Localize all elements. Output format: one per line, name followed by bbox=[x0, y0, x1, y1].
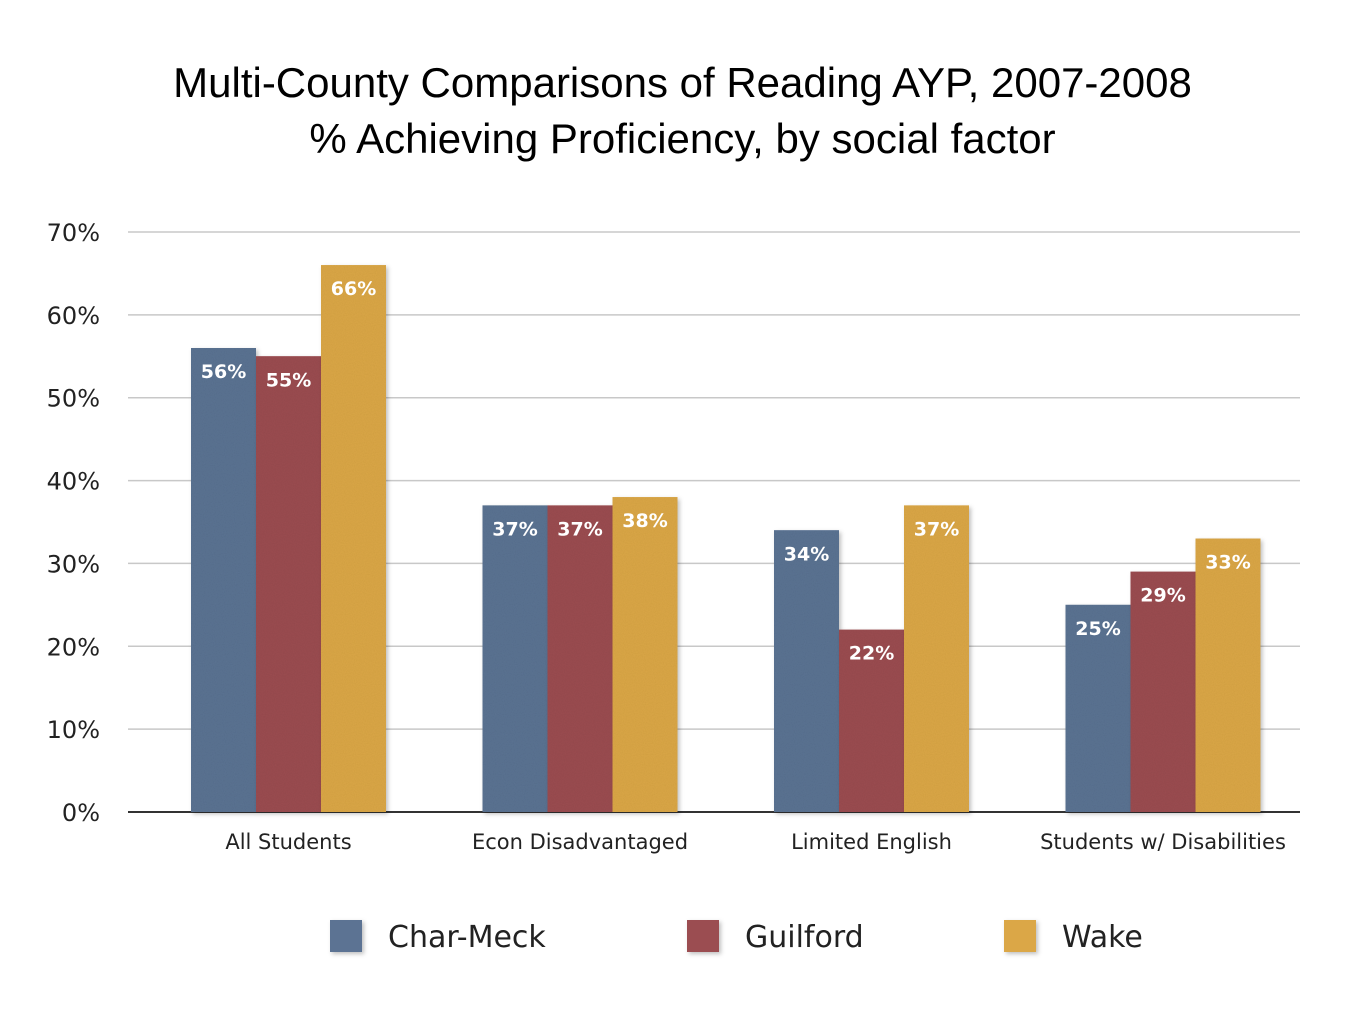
bar-texture bbox=[839, 629, 904, 812]
data-label: 55% bbox=[266, 369, 311, 391]
y-tick-label: 30% bbox=[47, 550, 100, 578]
y-tick-label: 50% bbox=[47, 385, 100, 413]
data-label: 34% bbox=[784, 543, 829, 565]
x-tick-label: All Students bbox=[225, 830, 351, 854]
bar-texture bbox=[256, 356, 321, 812]
data-label: 56% bbox=[201, 361, 246, 383]
legend-swatch bbox=[1004, 920, 1036, 952]
x-tick-label: Econ Disadvantaged bbox=[472, 830, 688, 854]
data-labels: 56% 55% 66% 37% 37% 38% 34% 22% 37% 25% 29% 33% bbox=[201, 278, 1251, 665]
x-tick-label: Limited English bbox=[791, 830, 952, 854]
y-tick-label: 60% bbox=[47, 302, 100, 330]
bar-texture bbox=[1195, 538, 1261, 812]
legend-label: Wake bbox=[1062, 920, 1143, 955]
legend-label: Char-Meck bbox=[388, 920, 546, 955]
bar-texture bbox=[774, 530, 839, 812]
data-label: 38% bbox=[622, 510, 667, 532]
y-tick-label: 70% bbox=[47, 219, 100, 247]
legend: Char-Meck Guilford Wake bbox=[330, 920, 1143, 955]
data-label: 66% bbox=[331, 278, 376, 300]
y-tick-label: 40% bbox=[47, 468, 100, 496]
bar-texture bbox=[612, 497, 678, 812]
chart-subtitle: % Achieving Proficiency, by social facto… bbox=[309, 115, 1056, 162]
x-tick-label: Students w/ Disabilities bbox=[1040, 830, 1286, 854]
y-tick-label: 20% bbox=[47, 633, 100, 661]
data-label: 22% bbox=[849, 643, 894, 665]
legend-label: Guilford bbox=[745, 920, 864, 955]
data-label: 37% bbox=[492, 518, 537, 540]
data-label: 25% bbox=[1075, 618, 1120, 640]
bar-texture bbox=[482, 505, 548, 812]
data-label: 33% bbox=[1205, 552, 1250, 574]
bar-texture bbox=[904, 505, 969, 812]
x-axis: All Students Econ Disadvantaged Limited En… bbox=[225, 830, 1286, 854]
bars bbox=[191, 265, 1261, 813]
bar-texture bbox=[547, 505, 613, 812]
y-tick-label: 10% bbox=[47, 716, 100, 744]
data-label: 37% bbox=[557, 518, 602, 540]
bar-texture bbox=[191, 348, 256, 812]
bar-texture bbox=[321, 265, 386, 813]
bar-texture bbox=[1065, 604, 1131, 812]
legend-swatch bbox=[330, 920, 362, 952]
y-tick-label: 0% bbox=[62, 799, 100, 827]
data-label: 29% bbox=[1140, 585, 1185, 607]
legend-swatch bbox=[687, 920, 719, 952]
bar-texture bbox=[1130, 571, 1196, 812]
data-label: 37% bbox=[914, 518, 959, 540]
chart-title: Multi-County Comparisons of Reading AYP,… bbox=[173, 59, 1192, 106]
